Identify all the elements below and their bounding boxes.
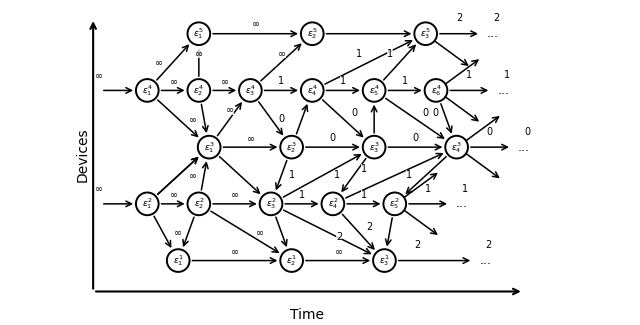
Text: $\infty$: $\infty$ bbox=[168, 189, 177, 200]
Text: $\infty$: $\infty$ bbox=[173, 227, 182, 237]
Text: $\infty$: $\infty$ bbox=[255, 227, 264, 237]
Text: $\infty$: $\infty$ bbox=[154, 57, 163, 67]
Text: $\epsilon_{1}^{2}$: $\epsilon_{1}^{2}$ bbox=[142, 196, 152, 211]
Text: 0: 0 bbox=[487, 127, 493, 137]
Text: $\epsilon_{2}^{1}$: $\epsilon_{2}^{1}$ bbox=[286, 253, 297, 268]
Text: Time: Time bbox=[290, 308, 324, 322]
Circle shape bbox=[260, 192, 282, 215]
Circle shape bbox=[445, 136, 468, 159]
Text: $\epsilon_{3}^{2}$: $\epsilon_{3}^{2}$ bbox=[266, 196, 276, 211]
Text: $\infty$: $\infty$ bbox=[277, 48, 286, 58]
Text: 0: 0 bbox=[278, 114, 284, 124]
Text: 1: 1 bbox=[425, 184, 431, 193]
Text: ...: ... bbox=[518, 141, 530, 154]
Circle shape bbox=[321, 192, 344, 215]
Circle shape bbox=[363, 79, 385, 102]
Text: $\epsilon_{2}^{4}$: $\epsilon_{2}^{4}$ bbox=[193, 83, 204, 98]
Text: $\infty$: $\infty$ bbox=[94, 184, 103, 193]
Circle shape bbox=[188, 79, 210, 102]
Text: 1: 1 bbox=[299, 189, 305, 200]
Text: $\epsilon_{2}^{2}$: $\epsilon_{2}^{2}$ bbox=[193, 196, 204, 211]
Circle shape bbox=[280, 249, 303, 272]
Text: $\infty$: $\infty$ bbox=[168, 76, 177, 86]
Text: ...: ... bbox=[487, 27, 499, 40]
Text: $\infty$: $\infty$ bbox=[225, 105, 234, 114]
Text: ...: ... bbox=[456, 197, 468, 210]
Circle shape bbox=[188, 22, 210, 45]
Circle shape bbox=[239, 79, 262, 102]
Text: $\epsilon_{1}^{4}$: $\epsilon_{1}^{4}$ bbox=[142, 83, 153, 98]
Text: $\epsilon_{6}^{4}$: $\epsilon_{6}^{4}$ bbox=[431, 83, 442, 98]
Text: 1: 1 bbox=[340, 76, 346, 86]
Text: ...: ... bbox=[479, 254, 492, 267]
Text: $\infty$: $\infty$ bbox=[246, 133, 255, 143]
Text: $\epsilon_{2}^{3}$: $\epsilon_{2}^{3}$ bbox=[286, 140, 297, 155]
Text: 1: 1 bbox=[334, 171, 340, 180]
Circle shape bbox=[280, 136, 303, 159]
Circle shape bbox=[414, 22, 437, 45]
Circle shape bbox=[301, 22, 324, 45]
Text: $\epsilon_{3}^{3}$: $\epsilon_{3}^{3}$ bbox=[369, 140, 380, 155]
Circle shape bbox=[198, 136, 221, 159]
Text: 1: 1 bbox=[504, 70, 509, 80]
Circle shape bbox=[136, 79, 159, 102]
Text: 0: 0 bbox=[524, 127, 531, 137]
Circle shape bbox=[425, 79, 447, 102]
Text: $\epsilon_{1}^{3}$: $\epsilon_{1}^{3}$ bbox=[204, 140, 214, 155]
Text: 1: 1 bbox=[406, 171, 412, 180]
Text: ...: ... bbox=[497, 84, 509, 97]
Text: 1: 1 bbox=[361, 189, 367, 200]
Text: 2: 2 bbox=[493, 13, 499, 23]
Circle shape bbox=[136, 192, 159, 215]
Text: 1: 1 bbox=[289, 171, 294, 180]
Text: $\epsilon_{5}^{4}$: $\epsilon_{5}^{4}$ bbox=[369, 83, 380, 98]
Text: $\epsilon_{3}^{5}$: $\epsilon_{3}^{5}$ bbox=[420, 26, 431, 41]
Text: $\epsilon_{1}^{1}$: $\epsilon_{1}^{1}$ bbox=[173, 253, 184, 268]
Circle shape bbox=[301, 79, 324, 102]
Text: $\infty$: $\infty$ bbox=[188, 171, 197, 180]
Text: $\epsilon_{2}^{5}$: $\epsilon_{2}^{5}$ bbox=[307, 26, 317, 41]
Text: $\infty$: $\infty$ bbox=[333, 246, 342, 256]
Text: 2: 2 bbox=[486, 240, 492, 250]
Circle shape bbox=[383, 192, 406, 215]
Text: 0: 0 bbox=[330, 133, 336, 143]
Circle shape bbox=[363, 136, 385, 159]
Text: $\epsilon_{3}^{4}$: $\epsilon_{3}^{4}$ bbox=[245, 83, 256, 98]
Text: 0: 0 bbox=[432, 108, 438, 118]
Text: 1: 1 bbox=[466, 70, 472, 80]
Text: 0: 0 bbox=[412, 133, 419, 143]
Text: $\infty$: $\infty$ bbox=[230, 246, 239, 256]
Circle shape bbox=[188, 192, 210, 215]
Text: 1: 1 bbox=[278, 76, 284, 86]
Text: $\epsilon_{4}^{3}$: $\epsilon_{4}^{3}$ bbox=[451, 140, 462, 155]
Text: $\infty$: $\infty$ bbox=[230, 189, 239, 200]
Text: 0: 0 bbox=[422, 108, 429, 118]
Text: $\infty$: $\infty$ bbox=[220, 76, 229, 86]
Text: $\infty$: $\infty$ bbox=[251, 19, 260, 28]
Text: $\epsilon_{3}^{1}$: $\epsilon_{3}^{1}$ bbox=[379, 253, 390, 268]
Text: 1: 1 bbox=[462, 184, 468, 193]
Circle shape bbox=[167, 249, 189, 272]
Text: 1: 1 bbox=[356, 49, 362, 59]
Text: $\epsilon_{4}^{2}$: $\epsilon_{4}^{2}$ bbox=[328, 196, 338, 211]
Text: $\epsilon_{1}^{5}$: $\epsilon_{1}^{5}$ bbox=[193, 26, 204, 41]
Text: 1: 1 bbox=[387, 49, 393, 59]
Text: 0: 0 bbox=[351, 108, 358, 118]
Text: $\epsilon_{5}^{2}$: $\epsilon_{5}^{2}$ bbox=[389, 196, 400, 211]
Text: Devices: Devices bbox=[76, 127, 90, 182]
Text: $\infty$: $\infty$ bbox=[195, 48, 204, 58]
Text: $\epsilon_{4}^{4}$: $\epsilon_{4}^{4}$ bbox=[307, 83, 317, 98]
Text: 2: 2 bbox=[366, 222, 372, 232]
Text: 2: 2 bbox=[336, 232, 342, 242]
Circle shape bbox=[373, 249, 396, 272]
Text: 1: 1 bbox=[361, 164, 367, 174]
Text: 1: 1 bbox=[402, 76, 408, 86]
Text: 2: 2 bbox=[415, 240, 421, 250]
Text: 2: 2 bbox=[456, 13, 462, 23]
Text: $\infty$: $\infty$ bbox=[94, 70, 103, 80]
Text: $\infty$: $\infty$ bbox=[188, 114, 197, 124]
